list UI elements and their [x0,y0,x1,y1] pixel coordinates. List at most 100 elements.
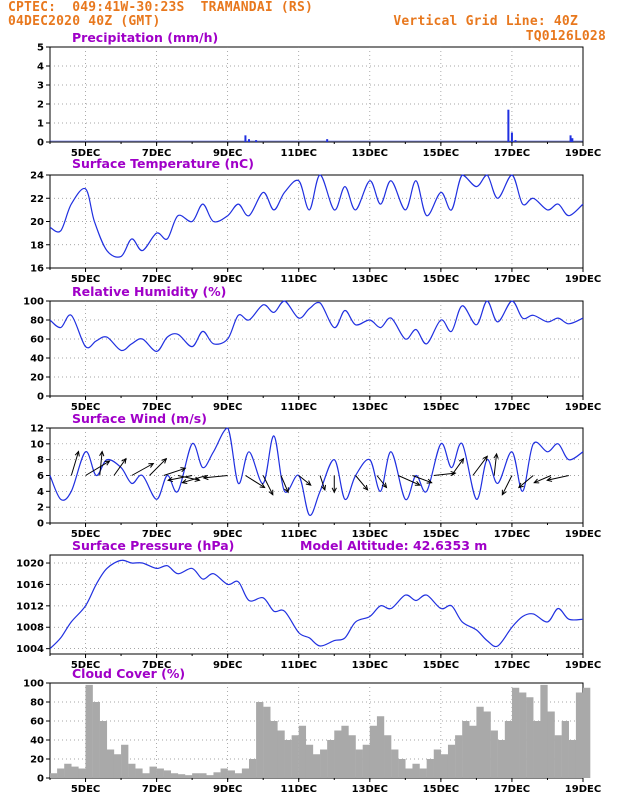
x-tick-label: 5DEC [71,784,100,795]
x-tick-label: 17DEC [494,660,530,671]
y-tick-label: 20 [30,755,44,766]
x-tick-label: 19DEC [565,148,601,159]
wind-arrow-head [202,474,209,481]
x-tick-label: 7DEC [142,529,171,540]
x-tick-label: 19DEC [565,784,601,795]
y-tick-label: 20 [30,217,44,228]
x-tick-label: 5DEC [71,274,100,285]
cloud-bar [348,735,356,778]
x-tick-label: 11DEC [281,148,317,159]
wind-arrow-head [74,450,80,457]
y-tick-label: 0 [37,392,44,403]
x-tick-label: 7DEC [142,660,171,671]
x-tick-label: 15DEC [423,274,459,285]
precip-bar [569,135,572,142]
precip-bar [507,109,510,142]
panel-5: 1004 1008 1012 1016 1020 5DEC 7DEC 9DEC 11DEC 13D… [16,538,601,671]
x-tick-label: 19DEC [565,529,601,540]
wind-arrow-head [381,482,388,489]
y-tick-label: 16 [30,264,44,275]
wind-arrow-head [305,480,312,486]
cloud-bar [227,770,235,778]
wind-arrow [70,451,79,476]
cloud-bar [177,774,186,778]
y-tick-label: 1004 [16,644,44,655]
cloud-bar [575,692,584,778]
cloud-bar [327,740,335,778]
x-tick-label: 13DEC [352,148,388,159]
y-tick-label: 40 [30,736,44,747]
panel-6: 0 20 40 60 80 100 5DEC 7DEC 9DEC 11DEC 13DEC 15DEC 1… [23,666,601,795]
x-tick-label: 11DEC [281,402,317,413]
x-tick-label: 5DEC [71,660,100,671]
cloud-bar [540,684,548,778]
x-tick-label: 11DEC [281,274,317,285]
wind-arrow-head [546,476,553,482]
wind-arrow-head [104,460,111,466]
precip-bar [247,139,250,142]
cloud-bar [128,763,136,778]
cloud-bar [248,759,257,778]
cloud-bar [284,740,292,778]
x-tick-label: 17DEC [494,784,530,795]
x-tick-label: 7DEC [142,148,171,159]
wind-arrow [168,475,193,481]
panel-frame [49,46,584,143]
cloud-bar [362,744,370,778]
y-tick-label: 10 [30,439,44,450]
cloud-bar [234,773,243,778]
panel-2: 16 18 20 22 24 5DEC 7DEC 9DEC 11DEC 13DEC 15DEC 17D… [30,156,601,285]
x-tick-label: 15DEC [423,660,459,671]
cloud-bar [583,687,591,778]
y-tick-label: 0 [37,519,44,530]
panel-frame [49,554,584,655]
cloud-bar [511,687,520,778]
wind-arrow [412,475,432,484]
panel-4: 0 2 4 6 8 10 12 5DEC 7DEC 9DEC 11DEC 13DEC 15DEC 17DE… [30,411,601,540]
y-tick-label: 1016 [16,580,44,591]
cloud-bar [156,768,164,778]
x-tick-label: 9DEC [213,402,242,413]
wind-arrow [163,467,186,476]
x-tick-label: 9DEC [213,148,242,159]
y-tick-label: 0 [37,774,44,785]
wind-arrow [376,475,387,488]
cloud-bar [433,749,442,778]
cloud-bar [369,725,378,778]
x-tick-label: 13DEC [352,660,388,671]
cloud-bar [277,730,285,778]
cloud-bar [547,711,555,778]
y-tick-label: 1012 [16,601,44,612]
cloud-bar [398,759,406,778]
wind-arrow [433,472,456,476]
wind-arrow [298,475,312,486]
x-tick-label: 11DEC [281,660,317,671]
x-tick-label: 15DEC [423,529,459,540]
wind-arrow [85,460,110,476]
wind-arrow-head [268,489,274,496]
cloud-bar [504,721,513,778]
cloud-bar [312,754,321,778]
wind-arrow-head [148,462,155,468]
header-station-line: CPTEC: 049:41W-30:23S TRAMANDAI (RS) [8,0,314,15]
wind-arrow-head [321,484,326,491]
x-tick-label: 17DEC [494,148,530,159]
cloud-bar [469,725,477,778]
x-tick-label: 7DEC [142,784,171,795]
y-tick-label: 0 [37,138,44,149]
x-tick-label: 7DEC [142,402,171,413]
wind-arrow-head [533,478,540,484]
x-tick-label: 5DEC [71,148,100,159]
cloud-bar [426,759,434,778]
cloud-bar [170,773,179,778]
cloud-bar [50,773,58,778]
x-tick-label: 17DEC [494,402,530,413]
wind-arrow [547,475,569,481]
header-model-code: TQ0126L028 [525,29,606,44]
x-tick-label: 13DEC [352,402,388,413]
cloud-bar [497,740,506,778]
cloud-bar [305,744,314,778]
header-grid-line-note: Vertical Grid Line: 40Z [393,14,578,29]
wind-arrow-head [458,457,465,464]
y-tick-label: 100 [23,679,44,690]
